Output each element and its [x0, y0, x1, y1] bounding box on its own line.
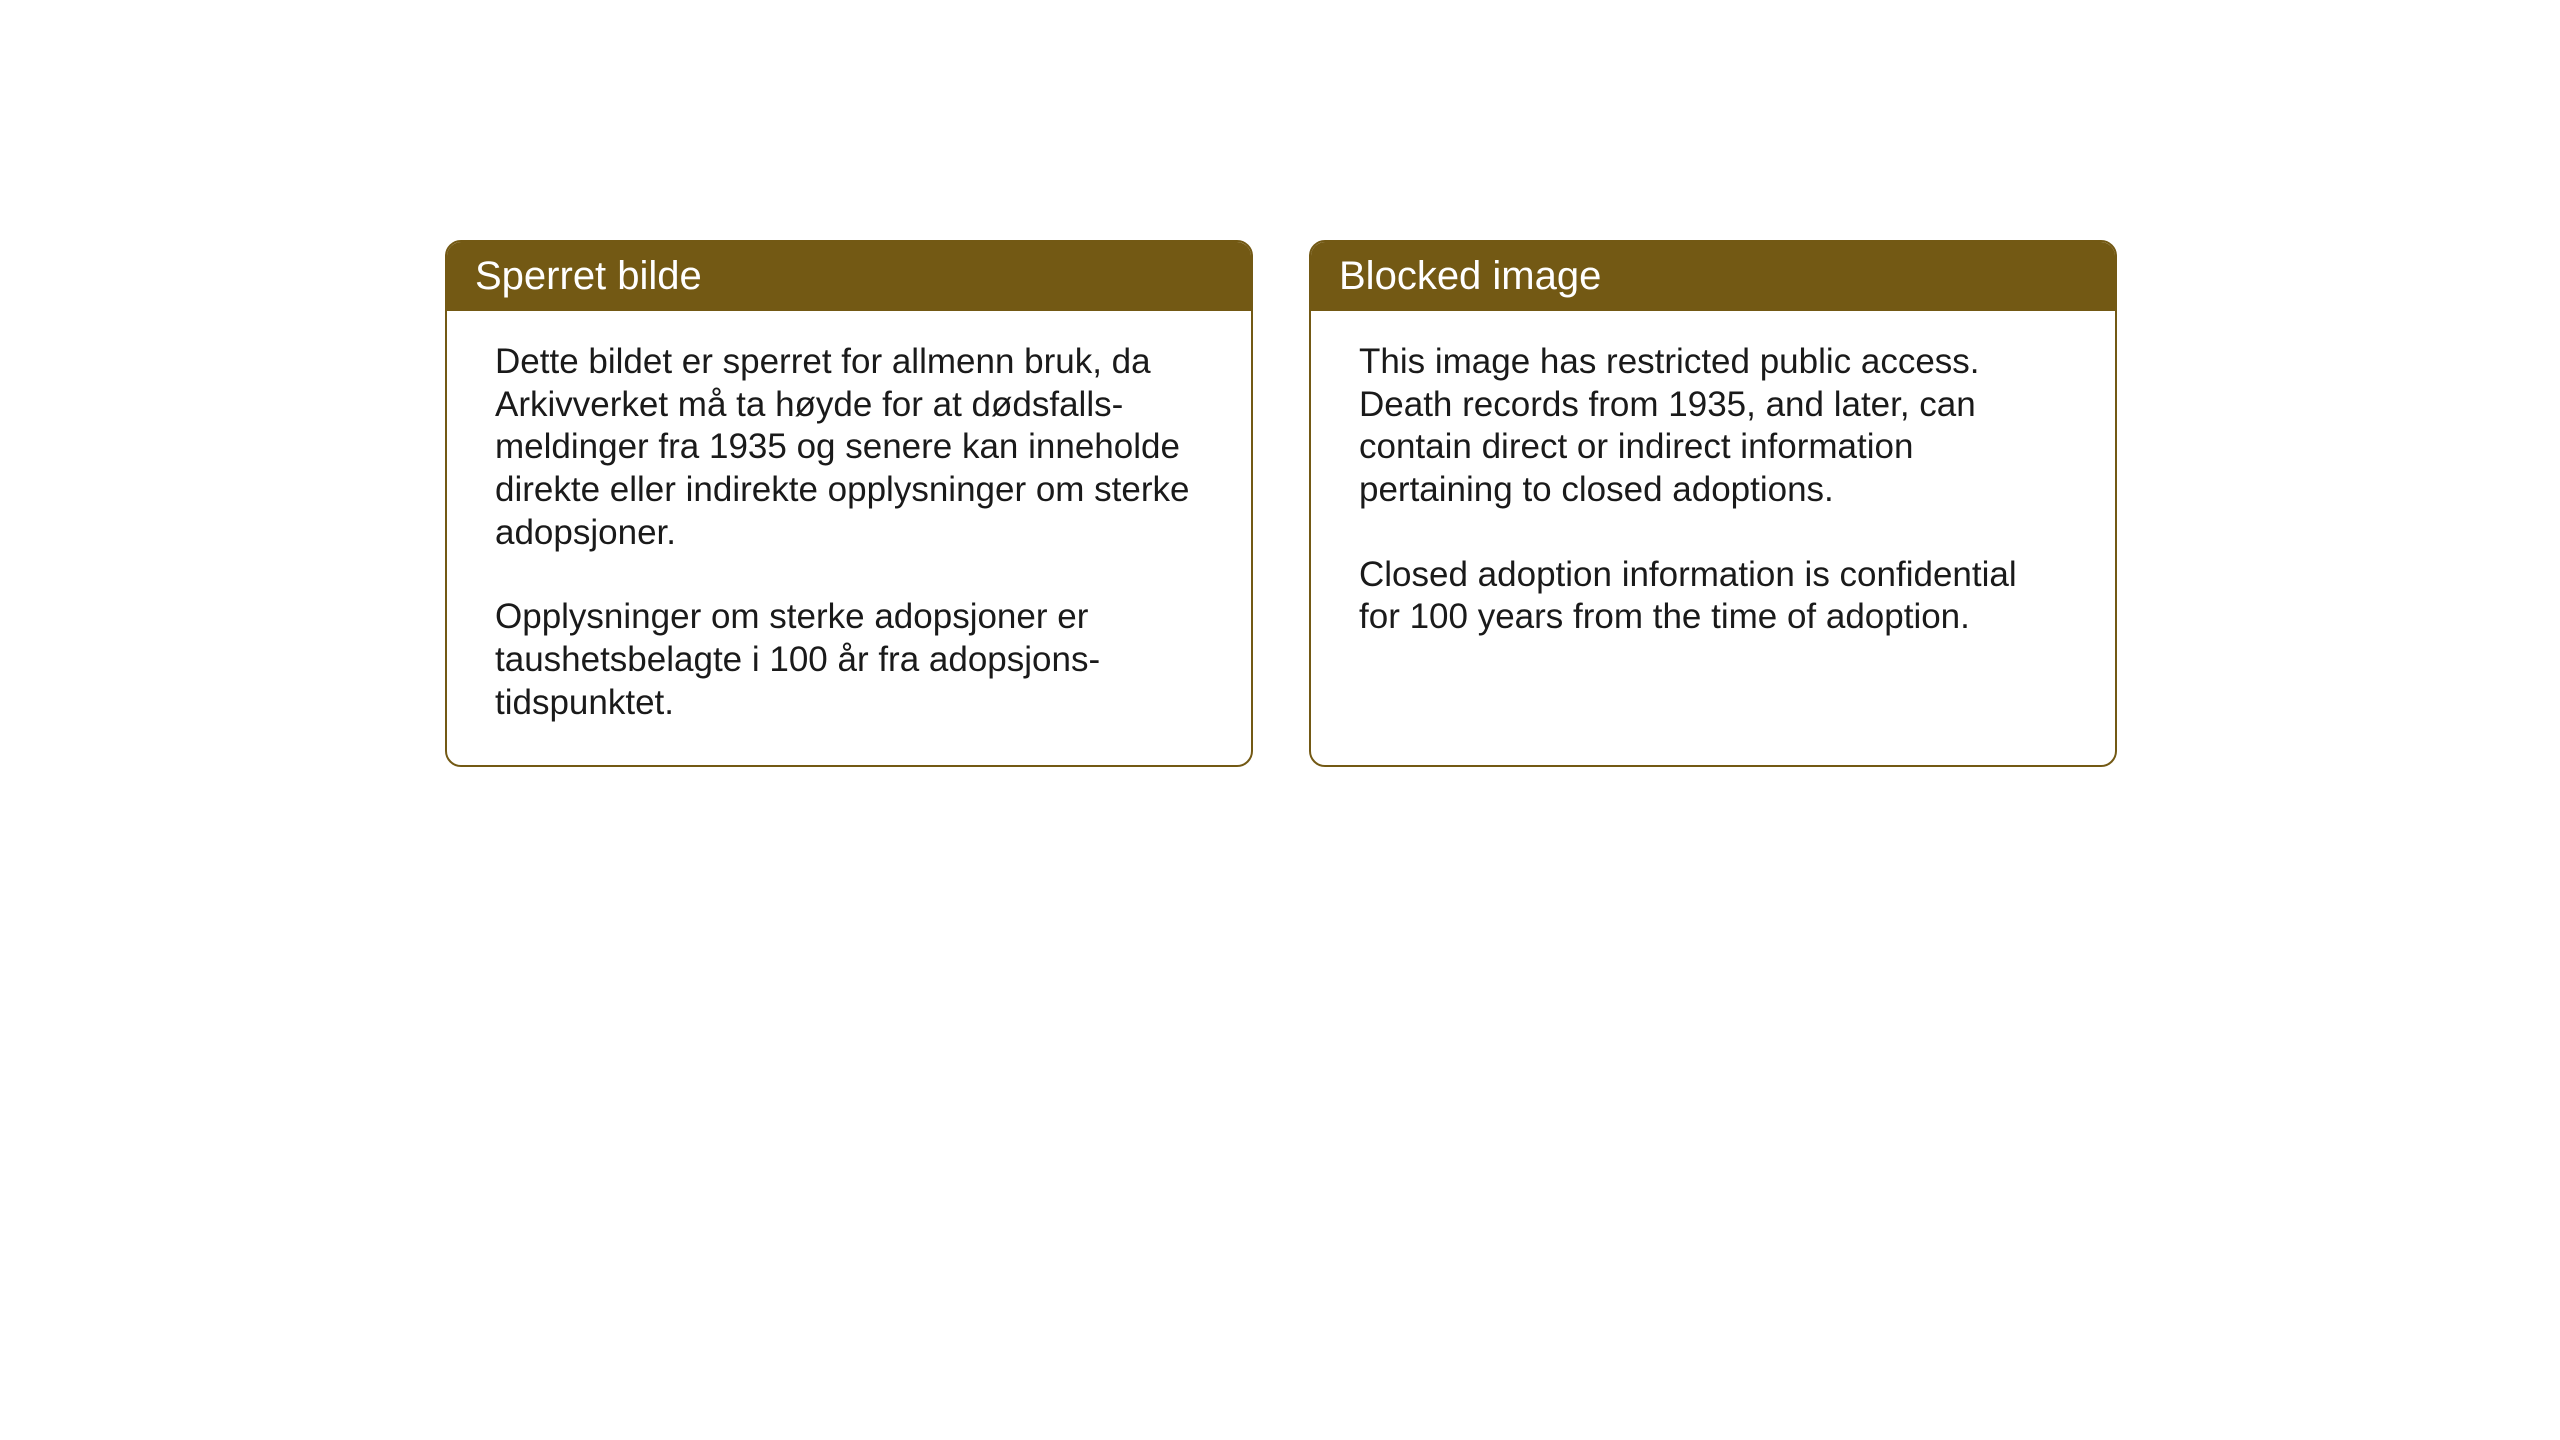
norwegian-card-body: Dette bildet er sperret for allmenn bruk…	[447, 311, 1251, 765]
english-card-title: Blocked image	[1339, 254, 1601, 298]
english-card-header: Blocked image	[1311, 242, 2115, 311]
english-paragraph-2: Closed adoption information is confident…	[1359, 554, 2067, 639]
norwegian-paragraph-2: Opplysninger om sterke adopsjoner er tau…	[495, 596, 1203, 724]
cards-container: Sperret bilde Dette bildet er sperret fo…	[445, 240, 2117, 767]
english-card: Blocked image This image has restricted …	[1309, 240, 2117, 767]
english-card-body: This image has restricted public access.…	[1311, 311, 2115, 731]
norwegian-card: Sperret bilde Dette bildet er sperret fo…	[445, 240, 1253, 767]
norwegian-paragraph-1: Dette bildet er sperret for allmenn bruk…	[495, 341, 1203, 554]
norwegian-card-header: Sperret bilde	[447, 242, 1251, 311]
norwegian-card-title: Sperret bilde	[475, 254, 702, 298]
english-paragraph-1: This image has restricted public access.…	[1359, 341, 2067, 512]
